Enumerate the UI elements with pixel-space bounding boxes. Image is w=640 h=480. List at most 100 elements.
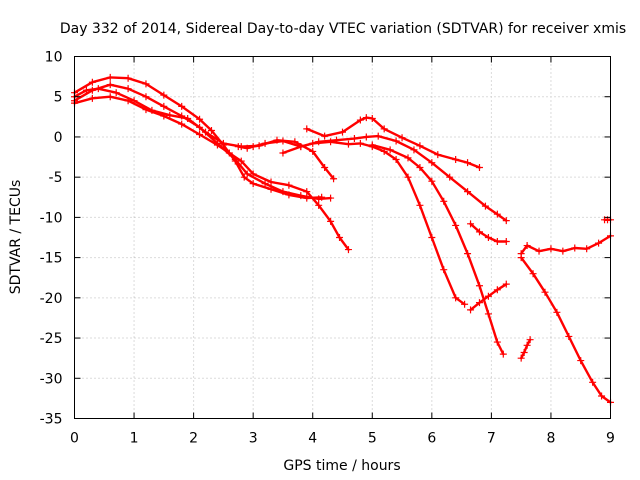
- y-tick-label: -10: [40, 210, 63, 226]
- data-point: [475, 299, 483, 307]
- data-point: [523, 341, 531, 349]
- data-point: [267, 178, 275, 186]
- axis-ticks: 0 1 2 3 4 5 6 7 8 9 10 5 0 -5 -10 -15 -20 -25 -30 -35: [40, 50, 615, 447]
- x-tick-label: 2: [189, 431, 198, 447]
- y-tick-label: -15: [40, 251, 63, 267]
- data-point: [321, 164, 329, 172]
- data-point: [261, 180, 269, 188]
- y-tick-label: -30: [40, 371, 63, 387]
- x-tick-label: 4: [308, 431, 317, 447]
- data-point: [207, 127, 215, 135]
- series-layer: [71, 73, 614, 406]
- data-point: [339, 128, 346, 136]
- x-tick-label: 3: [249, 431, 258, 447]
- data-point: [88, 94, 96, 102]
- data-point: [356, 116, 364, 124]
- series-sat-13: [517, 254, 614, 406]
- data-point: [285, 181, 293, 189]
- data-point: [461, 300, 469, 308]
- data-point: [297, 192, 305, 200]
- data-point: [520, 349, 528, 357]
- y-tick-label: 0: [54, 130, 63, 146]
- data-point: [178, 120, 186, 128]
- y-tick-label: -25: [40, 331, 63, 347]
- data-point: [368, 114, 376, 122]
- series-sat-10: [467, 280, 510, 314]
- y-tick-label: -35: [40, 412, 63, 428]
- data-point: [475, 228, 483, 236]
- data-point: [333, 136, 341, 144]
- data-point: [499, 350, 507, 358]
- data-point: [249, 170, 257, 178]
- data-point: [526, 336, 534, 344]
- data-point: [202, 128, 210, 136]
- data-point: [464, 159, 472, 167]
- data-point: [240, 173, 248, 181]
- data-point: [493, 286, 501, 294]
- data-point: [467, 220, 475, 228]
- y-axis-label: SDTVAR / TECUs: [8, 180, 24, 295]
- data-point: [344, 246, 352, 254]
- data-point: [523, 242, 531, 250]
- data-point: [517, 354, 525, 362]
- data-point: [249, 143, 257, 151]
- data-point: [279, 149, 287, 157]
- series-line: [237, 139, 466, 306]
- data-point: [315, 195, 323, 203]
- series-sat-7: [279, 132, 510, 225]
- data-point: [583, 245, 591, 253]
- data-point: [380, 125, 388, 133]
- data-point: [112, 89, 120, 97]
- data-point: [446, 173, 454, 181]
- data-point: [595, 239, 603, 247]
- data-point: [106, 73, 114, 81]
- data-point: [142, 106, 150, 114]
- data-point: [452, 294, 460, 302]
- series-sat-1: [71, 73, 326, 202]
- data-point: [493, 210, 501, 218]
- data-point: [547, 245, 555, 253]
- data-point: [124, 74, 132, 82]
- data-point: [398, 134, 406, 142]
- data-point: [535, 247, 543, 255]
- series-line: [73, 95, 350, 251]
- data-point: [160, 112, 168, 120]
- data-point: [225, 149, 233, 157]
- x-tick-label: 1: [130, 431, 139, 447]
- x-tick-label: 7: [487, 431, 496, 447]
- data-point: [577, 357, 585, 365]
- data-point: [475, 282, 483, 290]
- data-point: [261, 139, 269, 147]
- data-point: [502, 217, 510, 225]
- x-tick-label: 5: [368, 431, 377, 447]
- data-point: [243, 144, 251, 152]
- data-point: [88, 78, 96, 86]
- x-tick-label: 0: [70, 431, 79, 447]
- data-point: [196, 131, 204, 139]
- series-sat-6: [303, 114, 483, 172]
- data-point: [362, 114, 370, 122]
- data-point: [410, 146, 418, 154]
- data-point: [589, 378, 597, 386]
- data-point: [517, 254, 525, 262]
- data-point: [428, 234, 436, 241]
- data-point: [303, 188, 311, 196]
- data-point: [404, 154, 412, 162]
- data-point: [356, 139, 364, 147]
- data-point: [213, 141, 221, 149]
- data-point: [502, 238, 510, 246]
- data-point: [219, 139, 227, 147]
- data-point: [330, 175, 338, 183]
- data-point: [160, 91, 168, 99]
- data-point: [416, 164, 424, 172]
- data-point: [327, 194, 335, 202]
- series-line: [371, 143, 505, 356]
- data-point: [279, 188, 287, 196]
- series-line: [73, 87, 335, 181]
- data-point: [484, 292, 492, 300]
- y-tick-label: -20: [40, 291, 63, 307]
- data-point: [416, 201, 424, 209]
- data-point: [565, 332, 573, 340]
- data-point: [392, 155, 400, 163]
- x-axis-label: GPS time / hours: [283, 458, 400, 474]
